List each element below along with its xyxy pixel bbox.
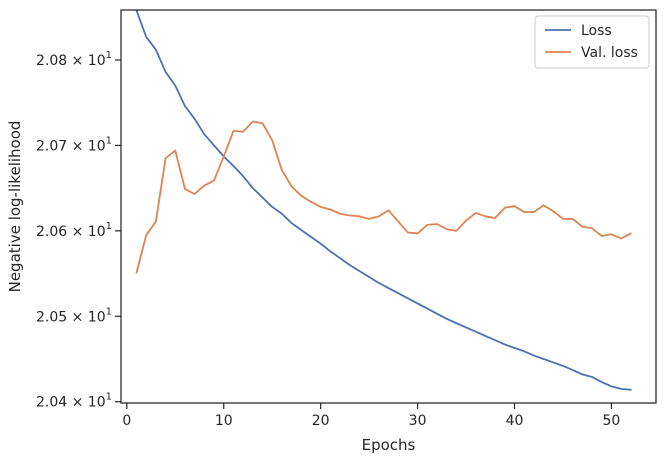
series-line-val-loss — [135, 120, 632, 274]
series-lines — [135, 9, 632, 391]
y-axis-label: Negative log-likelihood — [6, 121, 24, 293]
x-tick-label: 10 — [215, 413, 233, 429]
y-tick-label: 2.04 × 101 — [36, 392, 112, 411]
x-tick-label: 40 — [506, 413, 524, 429]
x-tick-label: 50 — [603, 413, 621, 429]
legend-box — [534, 15, 650, 69]
x-tick-label: 20 — [312, 413, 330, 429]
y-tick-label: 2.08 × 101 — [36, 50, 112, 69]
legend: Loss Val. loss — [534, 15, 650, 69]
y-tick-label: 2.07 × 101 — [36, 135, 112, 154]
y-axis-ticks: 2.04 × 101 2.05 × 101 2.06 × 101 2.07 × 101… — [36, 50, 121, 411]
series-line-loss — [135, 9, 632, 391]
plot-frame — [120, 9, 657, 404]
x-axis-ticks: 0 10 20 30 40 50 — [122, 403, 620, 429]
legend-label: Loss — [581, 23, 612, 39]
y-tick-label: 2.05 × 101 — [36, 306, 112, 325]
y-tick-label: 2.06 × 101 — [36, 221, 112, 240]
x-tick-label: 30 — [409, 413, 427, 429]
x-tick-label: 0 — [122, 413, 131, 429]
legend-label: Val. loss — [581, 45, 638, 61]
x-axis-label: Epochs — [362, 436, 416, 454]
